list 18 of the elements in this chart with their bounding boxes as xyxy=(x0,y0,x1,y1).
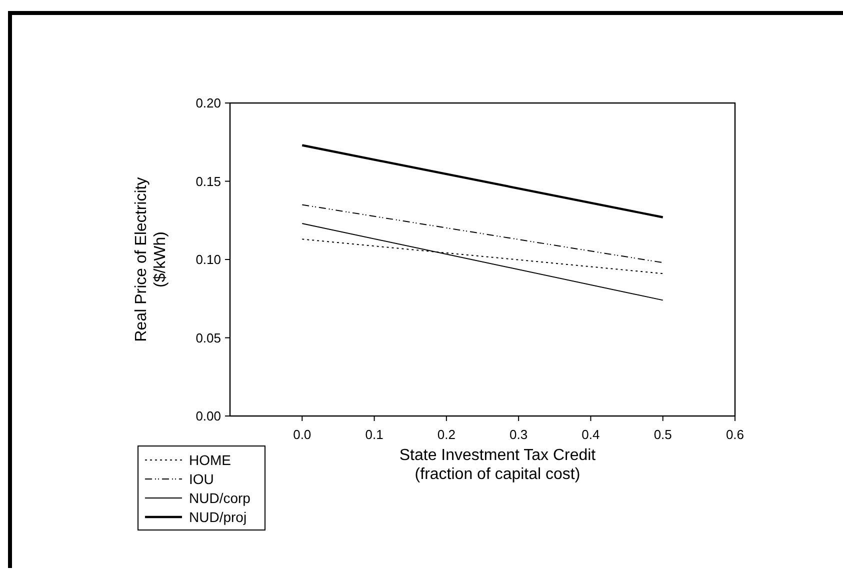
x-tick-label: 0.1 xyxy=(365,427,384,442)
x-tick-label: 0.3 xyxy=(510,427,528,442)
x-tick-label: 0.5 xyxy=(654,427,672,442)
x-tick-label: 0.2 xyxy=(437,427,456,442)
x-tick-label: 0.6 xyxy=(726,427,744,442)
legend-label: NUD/proj xyxy=(189,509,247,525)
y-axis-title: Real Price of Electricity ($/kWh) xyxy=(133,177,169,342)
y-tick-label: 0.10 xyxy=(196,252,221,267)
x-tick-label: 0.4 xyxy=(582,427,600,442)
y-tick-label: 0.15 xyxy=(196,174,221,189)
legend-label: NUD/corp xyxy=(189,490,251,506)
legend-label: HOME xyxy=(189,452,231,468)
y-tick-label: 0.00 xyxy=(196,408,221,424)
y-tick-label: 0.05 xyxy=(196,330,221,346)
x-tick-label: 0.0 xyxy=(293,427,312,442)
y-tick-label: 0.20 xyxy=(196,96,221,110)
x-axis-title: State Investment Tax Credit (fraction of capital cost) xyxy=(399,447,596,483)
legend-label: IOU xyxy=(189,471,214,487)
